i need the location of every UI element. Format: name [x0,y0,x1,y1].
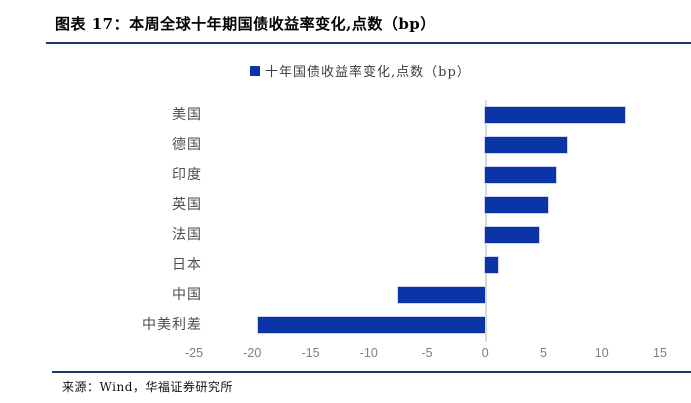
plot-area [194,100,660,343]
bar-row [194,220,660,250]
category-label: 英国 [172,197,202,213]
bar [485,107,626,123]
title-divider [46,42,691,44]
bottom-divider [52,371,691,373]
bar-row [194,100,660,130]
zero-axis-line [485,100,487,343]
bar [485,137,567,153]
x-tick-label: 0 [481,346,489,360]
category-label: 日本 [172,257,202,273]
bar [485,257,499,273]
x-tick-label: 5 [540,346,547,360]
bar [397,287,486,303]
category-label: 美国 [172,107,202,123]
x-tick-label: -5 [421,346,433,360]
x-tick-label: 15 [653,346,667,360]
x-tick-label: 10 [594,346,609,360]
bar-row [194,160,660,190]
legend-series-label: 十年国债收益率变化,点数（bp） [265,65,471,80]
value-axis: -25 -20 -15 -10 -5 0 5 10 15 [185,346,667,362]
category-axis: 美国德国印度英国法国日本中国中美利差 [0,100,202,340]
category-label: 中国 [172,287,202,303]
bar-row [194,190,660,220]
category-label: 法国 [172,227,202,243]
figure-title: 图表 17：本周全球十年期国债收益率变化,点数（bp） [55,15,436,33]
bar-row [194,130,660,160]
chart-legend: 十年国债收益率变化,点数（bp） [250,61,471,80]
bar [485,167,557,183]
x-tick-label: -15 [301,346,320,360]
category-label: 德国 [172,137,202,153]
legend-swatch-icon [250,65,260,76]
bar-row [194,250,660,280]
bar [258,317,486,333]
bar [485,227,539,243]
x-tick-label: -20 [243,346,262,360]
x-tick-label: -10 [359,346,378,360]
bar [485,197,549,213]
category-label: 印度 [172,167,202,183]
source-note: 来源：Wind，华福证券研究所 [62,380,233,394]
category-label: 中美利差 [142,317,202,333]
bar-row [194,310,660,340]
bar-row [194,280,660,310]
x-tick-label: -25 [184,346,204,360]
